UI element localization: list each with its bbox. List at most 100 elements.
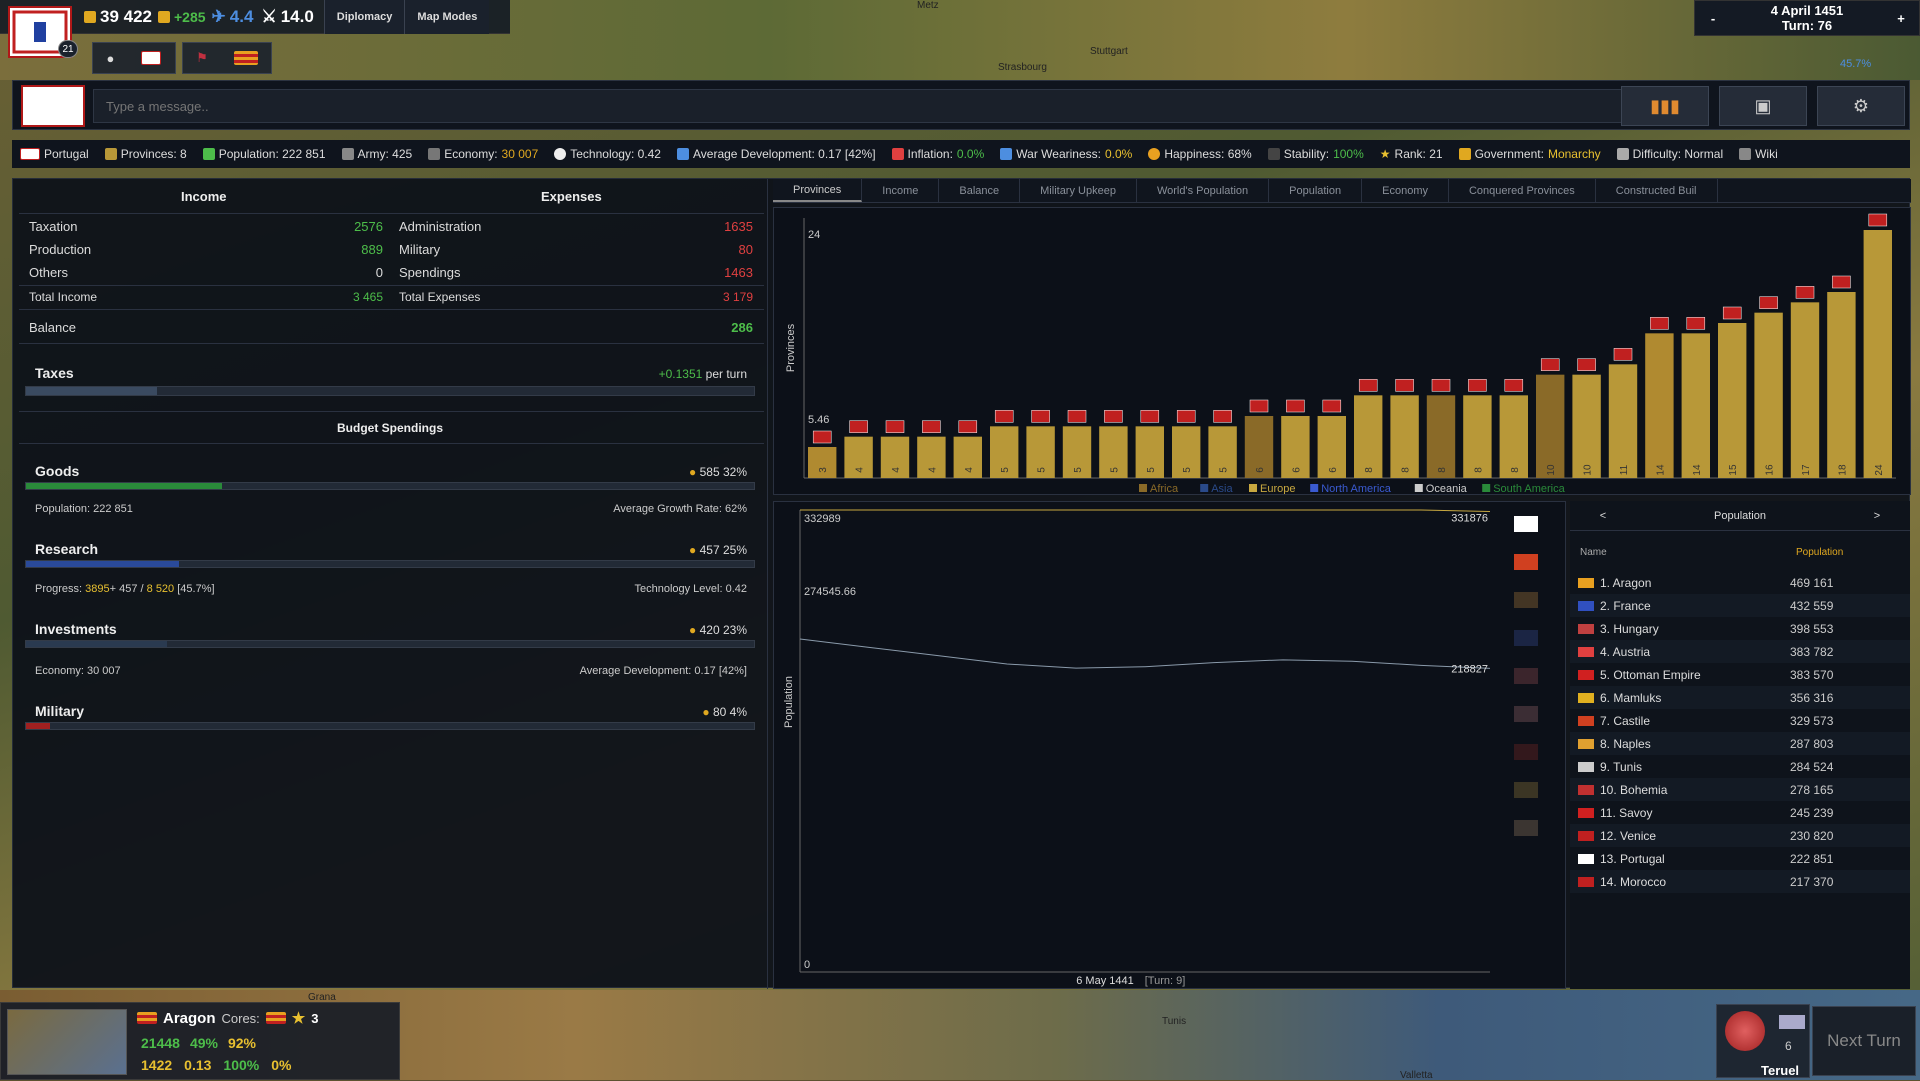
mil-stat: ⚔ 14.0 [261,6,314,26]
date-panel: - 4 April 1451 Turn: 76 + [1694,0,1920,36]
wiki-link[interactable]: Wiki [1731,147,1786,161]
table-row[interactable]: 4. Austria 383 782 [1570,640,1910,663]
current-turn: Turn: 76 [1781,18,1833,33]
budget-spendings-header: Budget Spendings [337,421,443,435]
portugal-flag-icon [20,148,40,160]
stats-button[interactable]: ▮▮▮ [1621,86,1709,126]
bar [1608,364,1638,478]
investments-slider[interactable] [25,640,755,648]
quick-tab-2[interactable]: ⚑ [182,42,272,74]
info-happiness: Happiness: 68% [1140,147,1259,161]
provinces-icon [104,148,117,160]
bar-value-label: 4 [855,467,866,473]
tab-provinces[interactable]: Provinces [773,179,863,202]
investments-label: Investments [35,621,117,637]
bar [1863,230,1892,478]
x-date-label: 6 May 1441 [1076,975,1133,987]
info-provinces: Provinces: 8 [97,147,195,161]
y-tick-label: 332989 [804,513,841,525]
selected-city[interactable]: Teruel [1761,1063,1800,1078]
tab-economy[interactable]: Economy [1362,179,1449,202]
country-flag-icon [1514,630,1538,646]
next-turn-button[interactable]: Next Turn [1812,1006,1916,1076]
table-row[interactable]: 12. Venice 230 820 [1570,824,1910,847]
military-value: ● 80 4% [702,705,747,719]
gear-icon: ⚙ [1852,95,1870,116]
bar-value-label: 8 [1437,467,1448,473]
taxes-slider[interactable] [25,386,755,396]
settings-button[interactable]: ⚙ [1817,86,1905,126]
research-progress: Progress: 3895+ 457 / 8 520 [45.7%] [35,583,215,595]
expenses-header: Expenses [541,189,602,204]
row-name: 10. Bohemia [1600,782,1668,797]
series-end-label: 218827 [1451,663,1488,675]
table-row[interactable]: 13. Portugal 222 851 [1570,847,1910,870]
row-flag-icon [1578,807,1594,818]
happiness-icon [1148,148,1161,160]
record-icon[interactable] [1725,1011,1765,1051]
row-value: 245 239 [1790,805,1834,820]
military-label: Military [35,703,85,719]
lightbulb-icon [554,148,567,160]
next-button[interactable]: > [1873,509,1881,522]
tab-constructed-buildings[interactable]: Constructed Buil [1596,179,1718,202]
quick-tab-1[interactable]: ● [92,42,176,74]
table-row[interactable]: 6. Mamluks 356 316 [1570,686,1910,709]
legend-entry: South America [1493,483,1565,494]
map-modes-button[interactable]: Map Modes [404,0,490,34]
balance-row: Balance 286 [29,319,753,335]
bar-flag-icon [922,420,941,433]
bar-flag-icon [1358,379,1378,392]
bar-flag-icon [1613,348,1633,361]
progress-percent: 45.7% [1840,58,1872,70]
aragon-flag-icon [137,1012,157,1024]
table-row[interactable]: 3. Hungary 398 553 [1570,617,1910,640]
province-owner[interactable]: Aragon [163,1009,216,1027]
table-row[interactable]: 7. Castile 329 573 [1570,709,1910,732]
save-button[interactable]: ▣ [1719,86,1807,126]
country-info-bar: Portugal Provinces: 8 Population: 222 85… [12,140,1910,168]
y-axis-label: Population [783,676,795,728]
minimap[interactable] [7,1009,127,1075]
diplomacy-button[interactable]: Diplomacy [323,0,405,34]
table-row[interactable]: 2. France 432 559 [1570,594,1910,617]
table-row[interactable]: 14. Morocco 217 370 [1570,870,1910,893]
info-country[interactable]: Portugal [12,147,97,161]
table-row[interactable]: 9. Tunis 284 524 [1570,755,1910,778]
speed-plus-button[interactable]: + [1897,10,1905,26]
current-date: 4 April 1451 [1770,3,1844,18]
row-name: 14. Morocco [1600,874,1667,889]
bar [1754,312,1783,478]
map-label: Stuttgart [1090,46,1128,57]
tab-income[interactable]: Income [862,179,940,202]
bar [880,436,910,478]
budget-section: Income Expenses Taxation 2576 Administrati… [13,179,768,989]
tab-military-upkeep[interactable]: Military Upkeep [1020,179,1137,202]
province-dev: 0.13 [184,1057,212,1073]
table-row[interactable]: 10. Bohemia 278 165 [1570,778,1910,801]
message-input[interactable] [93,89,1625,123]
prev-button[interactable]: < [1599,509,1607,522]
bar-value-label: 10 [1546,464,1557,476]
province-unrest: 0% [271,1057,292,1073]
taxes-value: +0.1351 per turn [658,367,747,381]
bar [1718,323,1747,478]
series-line [799,638,1491,669]
tab-conquered-provinces[interactable]: Conquered Provinces [1449,179,1596,202]
research-slider[interactable] [25,560,755,568]
table-row[interactable]: 8. Naples 287 803 [1570,732,1910,755]
bar-value-label: 14 [1692,464,1703,476]
table-row[interactable]: 11. Savoy 245 239 [1570,801,1910,824]
goods-slider[interactable] [25,482,755,490]
bar-flag-icon [1795,286,1815,299]
gold-stat[interactable]: 39 422 [84,7,152,27]
tab-balance[interactable]: Balance [939,179,1021,202]
tab-world-population[interactable]: World's Population [1137,179,1270,202]
tab-population[interactable]: Population [1269,179,1363,202]
speed-minus-button[interactable]: - [1710,10,1716,26]
plane-icon: ✈ [211,6,226,26]
table-row[interactable]: 1. Aragon 469 161 [1570,571,1910,594]
military-slider[interactable] [25,722,755,730]
table-row[interactable]: 5. Ottoman Empire 383 570 [1570,663,1910,686]
x-turn-label: [Turn: 9] [1145,975,1186,987]
